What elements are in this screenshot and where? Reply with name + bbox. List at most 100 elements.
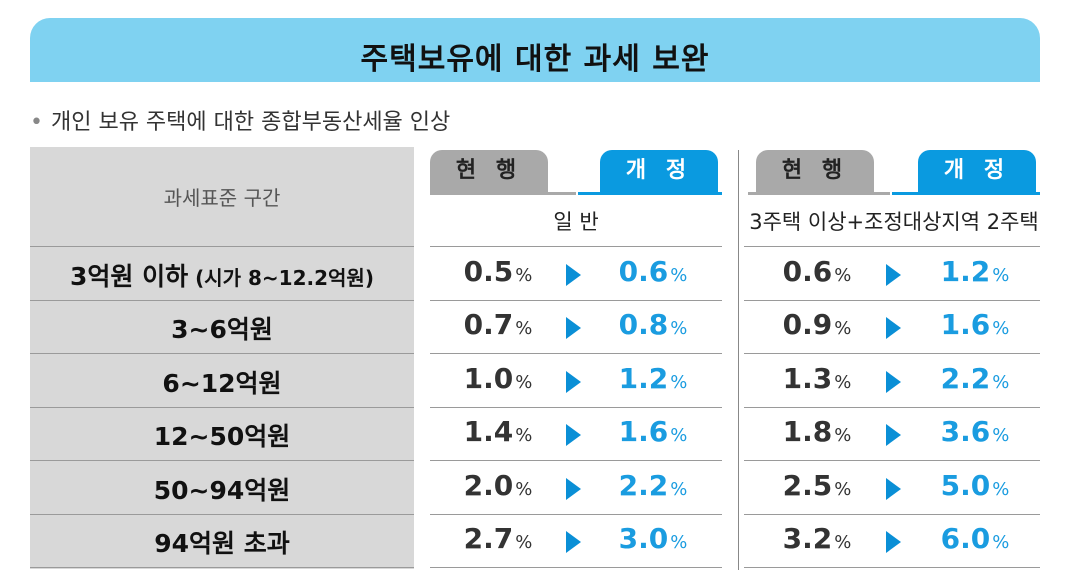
row-divider — [430, 460, 722, 461]
row-divider — [30, 460, 414, 461]
rate-value: 1.4 — [463, 415, 514, 449]
rate-general-current: 2.0% — [443, 469, 553, 502]
bracket-label: 94억원 초과 — [30, 524, 414, 560]
arrow-right-icon — [886, 531, 901, 554]
row-divider — [30, 406, 414, 408]
row-header: 과세표준 구간 — [163, 186, 281, 210]
rate-value: 5.0 — [940, 468, 991, 502]
row-divider — [430, 406, 722, 408]
rate-multi-revised: 2.2% — [920, 362, 1030, 395]
rate-value: 0.7 — [463, 308, 514, 342]
tab-underline-revised-general — [578, 192, 722, 195]
tab-revised-multi: 개 정 — [918, 150, 1036, 192]
rate-value: 6.0 — [940, 522, 991, 556]
rate-value: 3.6 — [940, 415, 991, 449]
rate-value: 2.2 — [940, 361, 991, 395]
rate-unit: % — [834, 478, 852, 500]
row-divider — [430, 299, 722, 301]
arrow-right-icon — [886, 370, 901, 393]
rate-multi-current: 0.6% — [762, 255, 872, 288]
rate-unit: % — [515, 371, 533, 393]
bracket-label-text: 6~12억원 — [162, 368, 282, 398]
rate-general-revised: 0.8% — [598, 308, 708, 341]
row-divider — [30, 299, 414, 301]
rate-value: 1.8 — [782, 415, 833, 449]
tab-revised-general: 개 정 — [600, 150, 718, 192]
rate-unit: % — [834, 264, 852, 286]
tab-current-general: 현 행 — [430, 150, 548, 192]
rate-value: 2.7 — [463, 522, 514, 556]
rate-general-revised: 2.2% — [598, 469, 708, 502]
rate-value: 0.5 — [463, 254, 514, 288]
tab-underline-current-general — [430, 192, 576, 195]
rate-unit: % — [515, 532, 533, 554]
bracket-label: 3~6억원 — [30, 310, 414, 346]
row-divider — [30, 246, 414, 247]
group-divider — [738, 150, 739, 570]
rate-value: 1.0 — [463, 361, 514, 395]
tab-underline-revised-multi — [892, 192, 1040, 195]
rate-value: 1.2 — [618, 361, 669, 395]
rate-unit: % — [515, 478, 533, 500]
rate-unit: % — [992, 478, 1010, 500]
subtitle-text: 개인 보유 주택에 대한 종합부동산세율 인상 — [50, 110, 451, 135]
arrow-right-icon — [566, 370, 581, 393]
bracket-label: 50~94억원 — [30, 471, 414, 507]
rate-general-current: 1.0% — [443, 362, 553, 395]
arrow-right-icon — [566, 424, 581, 447]
rate-value: 1.3 — [782, 361, 833, 395]
rate-value: 1.6 — [618, 415, 669, 449]
row-divider — [744, 246, 1040, 247]
rate-value: 0.6 — [782, 254, 833, 288]
bracket-label-text: 3~6억원 — [171, 315, 273, 345]
rate-unit: % — [992, 318, 1010, 340]
rate-value: 3.2 — [782, 522, 833, 556]
arrow-right-icon — [886, 263, 901, 286]
rate-value: 0.6 — [618, 254, 669, 288]
row-divider — [744, 460, 1040, 461]
row-divider — [430, 353, 722, 354]
row-divider — [744, 567, 1040, 568]
arrow-right-icon — [886, 477, 901, 500]
rate-general-current: 2.7% — [443, 522, 553, 555]
rate-value: 1.2 — [940, 254, 991, 288]
rate-multi-revised: 6.0% — [920, 522, 1030, 555]
tab-current-multi: 현 행 — [756, 150, 874, 192]
rate-unit: % — [992, 532, 1010, 554]
rate-unit: % — [515, 425, 533, 447]
rate-general-current: 1.4% — [443, 415, 553, 448]
rate-unit: % — [992, 264, 1010, 286]
rate-unit: % — [992, 371, 1010, 393]
bracket-label: 12~50억원 — [30, 417, 414, 453]
rate-general-revised: 0.6% — [598, 255, 708, 288]
rate-multi-revised: 1.2% — [920, 255, 1030, 288]
title-banner: 주택보유에 대한 과세 보완 — [30, 18, 1040, 82]
rate-value: 2.5 — [782, 468, 833, 502]
rate-multi-revised: 1.6% — [920, 308, 1030, 341]
rate-multi-current: 3.2% — [762, 522, 872, 555]
subtitle: • 개인 보유 주택에 대한 종합부동산세율 인상 — [30, 104, 450, 136]
row-divider — [30, 567, 414, 568]
bracket-label-panel — [30, 147, 414, 569]
bracket-label-text: 94억원 초과 — [154, 529, 290, 559]
bracket-label-text: 3억원 이하 — [70, 261, 189, 291]
rate-value: 2.2 — [618, 468, 669, 502]
rate-unit: % — [670, 478, 688, 500]
row-divider — [744, 406, 1040, 408]
rate-multi-current: 0.9% — [762, 308, 872, 341]
arrow-right-icon — [886, 424, 901, 447]
rate-unit: % — [834, 371, 852, 393]
rate-unit: % — [834, 425, 852, 447]
group-label-general: 일 반 — [553, 210, 599, 234]
row-divider — [430, 513, 722, 515]
rate-value: 3.0 — [618, 522, 669, 556]
arrow-right-icon — [886, 317, 901, 340]
row-divider — [430, 246, 722, 247]
row-divider — [744, 353, 1040, 354]
tab-underline-current-multi — [748, 192, 890, 195]
rate-unit: % — [834, 318, 852, 340]
rate-general-revised: 3.0% — [598, 522, 708, 555]
bracket-label: 3억원 이하 (시가 8~12.2억원) — [30, 257, 414, 293]
bracket-label-text: 12~50억원 — [153, 422, 291, 452]
page-title: 주택보유에 대한 과세 보완 — [360, 42, 710, 77]
